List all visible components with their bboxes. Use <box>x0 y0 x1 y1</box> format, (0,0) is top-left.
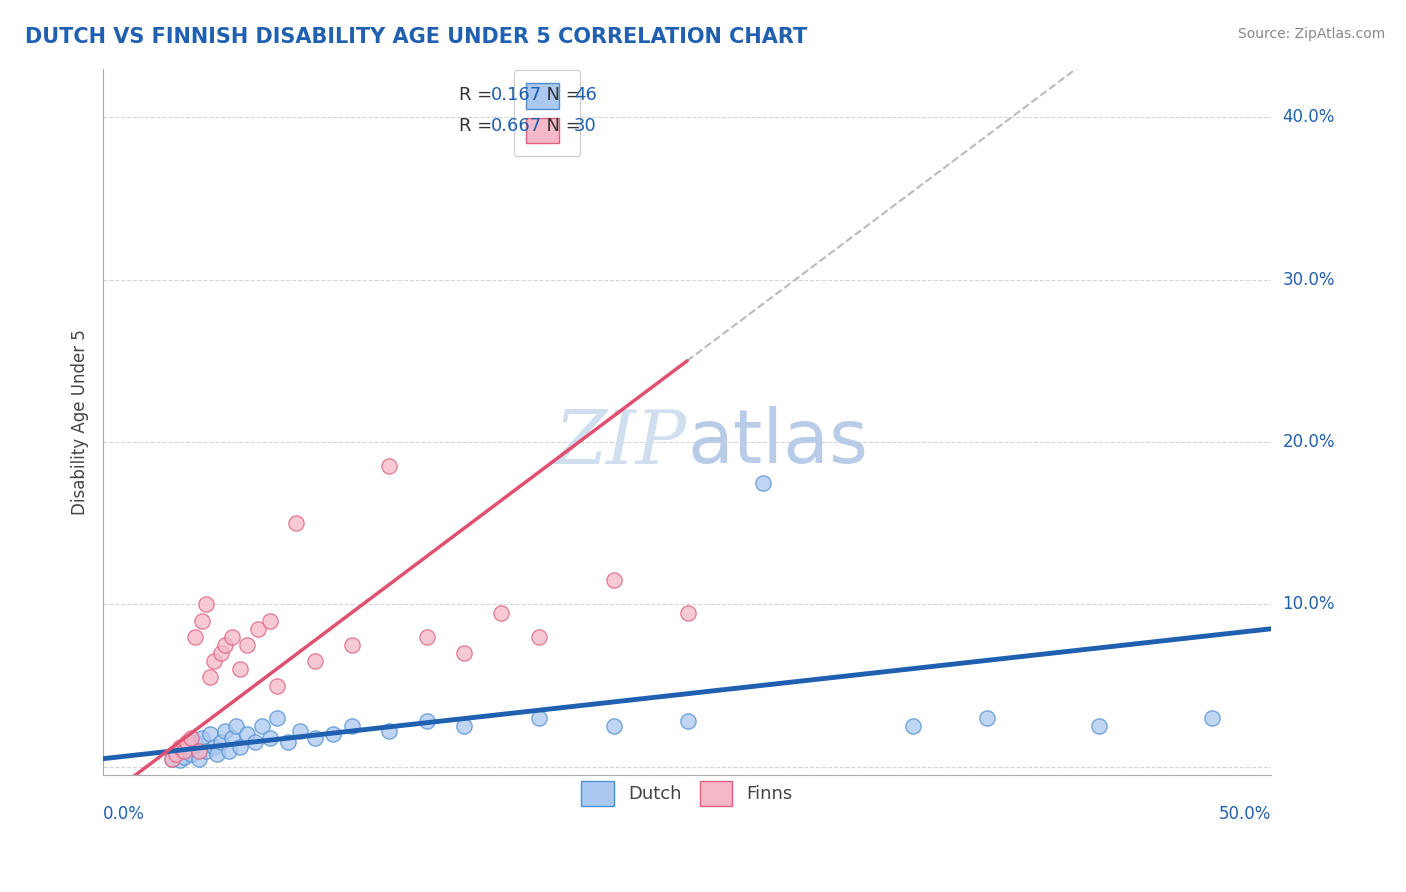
Legend: Dutch, Finns: Dutch, Finns <box>572 772 801 815</box>
Text: 30: 30 <box>574 117 596 135</box>
Text: 50.0%: 50.0% <box>1219 805 1271 823</box>
Text: 30.0%: 30.0% <box>1282 270 1334 289</box>
Text: ZIP: ZIP <box>555 407 688 479</box>
Text: Source: ZipAtlas.com: Source: ZipAtlas.com <box>1237 27 1385 41</box>
Text: 0.667: 0.667 <box>491 117 543 135</box>
Text: R =: R = <box>460 87 498 104</box>
Text: 40.0%: 40.0% <box>1282 108 1334 127</box>
Text: 20.0%: 20.0% <box>1282 433 1334 451</box>
Text: 0.0%: 0.0% <box>103 805 145 823</box>
Text: 10.0%: 10.0% <box>1282 596 1334 614</box>
Y-axis label: Disability Age Under 5: Disability Age Under 5 <box>72 329 89 515</box>
Text: 46: 46 <box>574 87 596 104</box>
Text: N =: N = <box>536 117 586 135</box>
Text: atlas: atlas <box>688 407 868 479</box>
Text: N =: N = <box>536 87 586 104</box>
Text: R =: R = <box>460 117 498 135</box>
Text: 0.167: 0.167 <box>491 87 543 104</box>
Text: DUTCH VS FINNISH DISABILITY AGE UNDER 5 CORRELATION CHART: DUTCH VS FINNISH DISABILITY AGE UNDER 5 … <box>25 27 807 46</box>
